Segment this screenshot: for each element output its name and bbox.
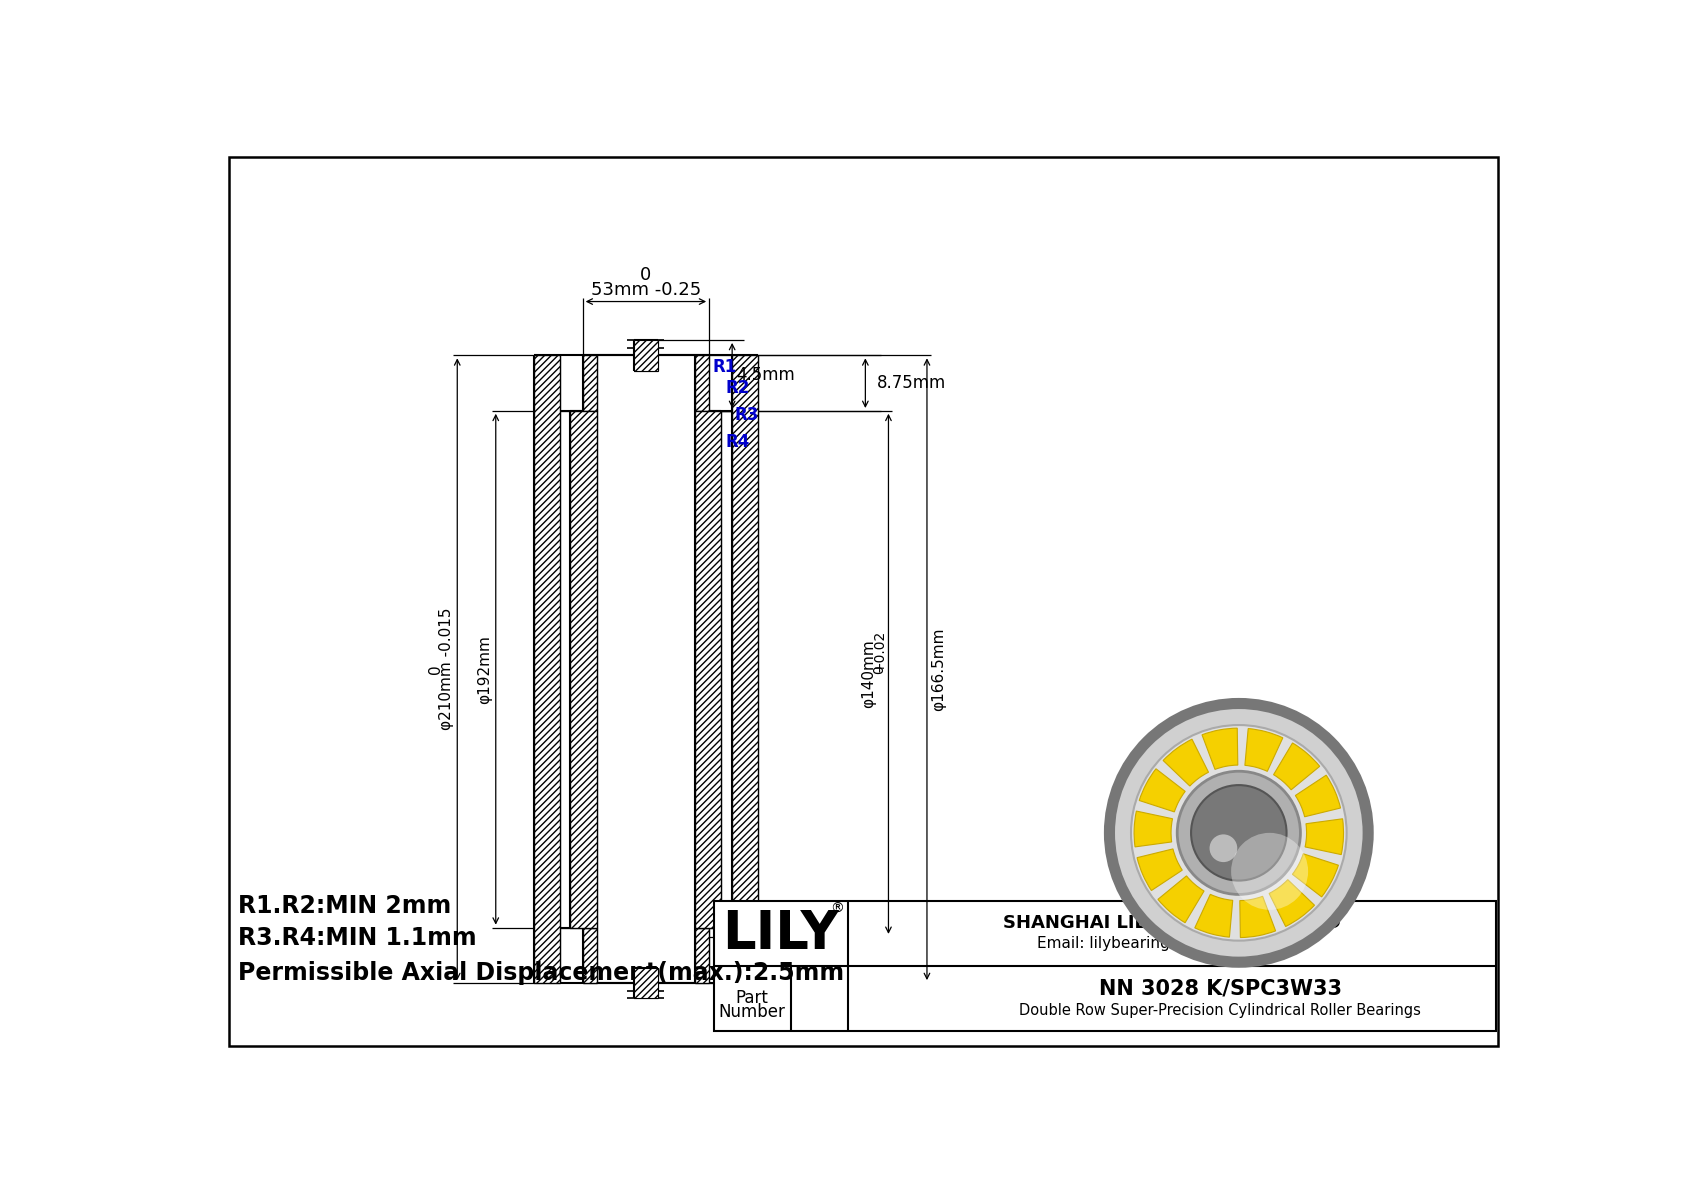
Circle shape [1132, 725, 1347, 941]
Text: φ140mm: φ140mm [861, 640, 876, 709]
Text: R4: R4 [726, 432, 749, 450]
Text: Double Row Super-Precision Cylindrical Roller Bearings: Double Row Super-Precision Cylindrical R… [1019, 1003, 1421, 1018]
Text: Permissible Axial Displacement(max.):2.5mm: Permissible Axial Displacement(max.):2.5… [237, 961, 844, 985]
Bar [534, 355, 559, 983]
Text: R1.R2:MIN 2mm: R1.R2:MIN 2mm [237, 894, 451, 918]
Wedge shape [1295, 775, 1340, 817]
Circle shape [1191, 785, 1287, 880]
Bar [571, 411, 596, 928]
Text: Part: Part [736, 990, 768, 1008]
Text: φ166.5mm: φ166.5mm [931, 628, 946, 711]
Wedge shape [1164, 740, 1209, 786]
Circle shape [1209, 835, 1238, 862]
Wedge shape [1202, 728, 1238, 769]
Circle shape [1177, 772, 1300, 894]
Text: 8.75mm: 8.75mm [877, 374, 946, 392]
Circle shape [1231, 833, 1308, 910]
Text: LILY: LILY [722, 908, 839, 960]
Wedge shape [1273, 743, 1320, 790]
Wedge shape [1239, 897, 1275, 937]
Text: 0: 0 [428, 665, 443, 674]
Bar [714, 902, 1495, 1030]
Text: φ192mm: φ192mm [478, 635, 492, 704]
Circle shape [1110, 704, 1367, 962]
Text: SHANGHAI LILY BEARING LIMITED: SHANGHAI LILY BEARING LIMITED [1004, 913, 1340, 931]
Bar [695, 355, 709, 411]
Text: 4.5mm: 4.5mm [736, 367, 795, 385]
Bar [695, 928, 709, 983]
Wedge shape [1194, 894, 1233, 937]
Bar [733, 355, 758, 983]
Bar [695, 411, 721, 928]
Bar [633, 341, 658, 370]
Text: R2: R2 [726, 379, 749, 397]
Text: 0: 0 [872, 666, 886, 674]
Wedge shape [1133, 811, 1172, 847]
Text: R1: R1 [712, 358, 738, 376]
Text: ®: ® [830, 902, 844, 916]
Text: φ210mm -0.015: φ210mm -0.015 [440, 607, 455, 730]
Wedge shape [1292, 854, 1339, 897]
Text: 53mm -0.25: 53mm -0.25 [591, 281, 701, 299]
Text: Email: lilybearing@lily-bearing.com: Email: lilybearing@lily-bearing.com [1037, 936, 1308, 952]
Wedge shape [1137, 849, 1182, 891]
Text: Number: Number [719, 1003, 786, 1021]
Text: +0.02: +0.02 [872, 630, 886, 672]
Wedge shape [1138, 768, 1186, 812]
Bar [633, 967, 658, 998]
Wedge shape [1270, 880, 1315, 927]
Bar [583, 928, 596, 983]
Bar [583, 355, 596, 411]
Text: 0: 0 [640, 266, 652, 283]
Wedge shape [1159, 875, 1204, 923]
Text: R3.R4:MIN 1.1mm: R3.R4:MIN 1.1mm [237, 927, 477, 950]
Wedge shape [1244, 729, 1283, 772]
Text: NN 3028 K/SPC3W33: NN 3028 K/SPC3W33 [1100, 978, 1342, 998]
Text: R3: R3 [734, 406, 759, 424]
Wedge shape [1305, 818, 1344, 855]
